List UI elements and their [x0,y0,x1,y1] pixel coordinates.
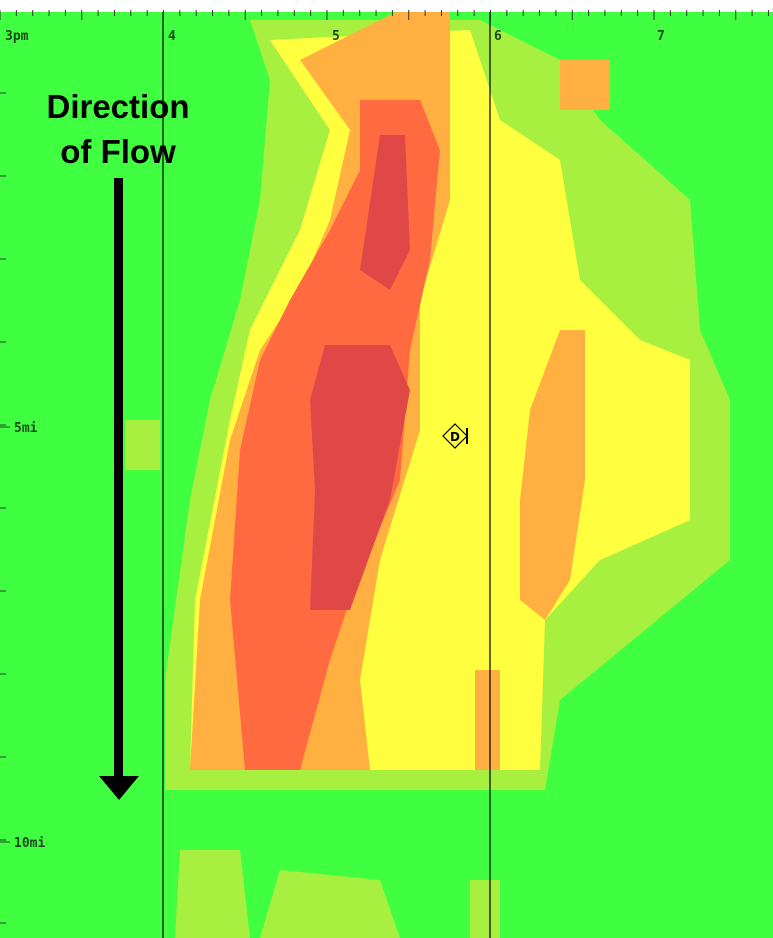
orange-region [475,670,500,770]
light-green-region [470,880,500,938]
light-green-region [175,850,250,938]
x-tick-label: 6 [494,29,502,44]
x-tick-label: 5 [332,29,340,44]
annotation-line: Direction [46,88,189,125]
speed-map: 3pm 4 5 6 7 5mi 10mi Direction of Flow D [0,0,773,938]
marker-label: D [450,430,460,444]
top-ruler [0,0,773,12]
light-green-region [125,420,160,470]
x-tick-label: 3pm [5,29,29,44]
y-tick-label: 10mi [14,836,45,851]
orange-region [560,60,610,110]
x-tick-label: 4 [168,29,176,44]
light-green-region [260,870,400,938]
arrow-shaft [114,178,123,778]
annotation-line: of Flow [60,133,176,170]
y-tick-label: 5mi [14,421,38,436]
x-tick-label: 7 [657,29,665,44]
